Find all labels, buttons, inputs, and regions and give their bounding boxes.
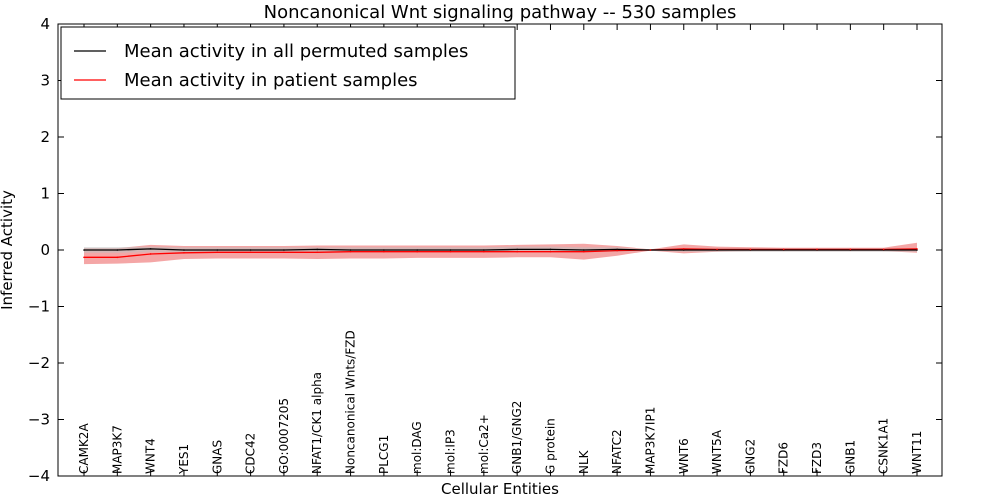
x-category-label: mol:IP3 xyxy=(444,429,458,474)
patient-point xyxy=(916,248,918,250)
y-tick-label: 1 xyxy=(40,185,50,203)
patient-point xyxy=(249,251,252,254)
x-category-label: WNT6 xyxy=(677,438,691,474)
chart-title: Noncanonical Wnt signaling pathway -- 53… xyxy=(264,2,737,23)
x-category-label: NFAT1/CK1 alpha xyxy=(310,372,324,474)
patient-point xyxy=(816,248,818,251)
x-category-label: MAP3K7IP1 xyxy=(643,407,657,474)
patient-point xyxy=(716,248,718,251)
permuted-point xyxy=(316,248,319,251)
x-category-label: FZD6 xyxy=(777,442,791,474)
x-category-label: CSNK1A1 xyxy=(877,418,891,474)
x-category-label: G protein xyxy=(543,418,557,474)
permuted-point xyxy=(149,248,152,250)
patient-point xyxy=(83,256,85,259)
patient-point xyxy=(649,249,652,251)
patient-point xyxy=(283,251,285,254)
patient-band xyxy=(84,242,917,265)
x-category-label: NLK xyxy=(577,449,591,474)
permuted-point xyxy=(583,249,585,251)
permuted-point xyxy=(516,248,518,251)
y-tick-label: 0 xyxy=(40,241,50,259)
patient-point xyxy=(149,253,152,255)
permuted-point xyxy=(83,249,85,251)
permuted-point xyxy=(616,248,618,251)
patient-point xyxy=(749,248,752,251)
x-category-label: YES1 xyxy=(177,444,191,475)
permuted-point xyxy=(249,249,252,251)
x-category-label: CAMK2A xyxy=(77,423,91,474)
permuted-point xyxy=(682,249,685,251)
y-tick-label: 4 xyxy=(40,15,50,33)
permuted-point xyxy=(383,249,385,251)
permuted-point xyxy=(416,249,419,251)
x-category-label: mol:Ca2+ xyxy=(477,414,491,474)
legend-box xyxy=(60,26,516,100)
x-category-label: WNT11 xyxy=(910,431,924,474)
patient-point xyxy=(316,251,319,254)
patient-point xyxy=(549,250,552,253)
y-tick-label: −4 xyxy=(28,467,50,485)
x-category-label: PLCG1 xyxy=(377,435,391,474)
patient-point xyxy=(516,250,518,253)
patient-point xyxy=(216,251,219,254)
patient-point xyxy=(483,250,485,253)
patient-point xyxy=(616,249,618,252)
y-tick-label: −1 xyxy=(28,298,50,316)
x-category-label: mol:DAG xyxy=(410,421,424,474)
permuted-point xyxy=(116,249,119,251)
x-category-label: GO:0007205 xyxy=(277,398,291,474)
patient-point xyxy=(449,250,452,253)
permuted-point xyxy=(283,249,285,251)
x-category-label: WNT5A xyxy=(710,429,724,474)
x-category-label: Noncanonical Wnts/FZD xyxy=(344,330,358,474)
patient-point xyxy=(116,256,119,259)
x-category-label: MAP3K7 xyxy=(110,425,124,474)
legend-label-patient: Mean activity in patient samples xyxy=(124,70,418,91)
patient-point xyxy=(383,250,385,253)
permuted-point xyxy=(216,249,219,251)
patient-point xyxy=(882,248,885,251)
permuted-point xyxy=(449,249,452,251)
patient-point xyxy=(583,250,585,253)
y-tick-label: −3 xyxy=(28,411,50,429)
patient-point xyxy=(682,248,685,250)
x-category-label: CDC42 xyxy=(244,433,258,474)
y-axis-label: Inferred Activity xyxy=(0,190,16,310)
patient-point xyxy=(849,248,852,251)
y-tick-label: 3 xyxy=(40,72,50,90)
legend: Mean activity in all permuted samples Me… xyxy=(60,26,516,100)
patient-point xyxy=(782,248,785,251)
patient-point xyxy=(349,250,352,253)
legend-label-permuted: Mean activity in all permuted samples xyxy=(124,41,468,62)
permuted-point xyxy=(916,249,918,251)
x-category-label: GNB1/GNG2 xyxy=(510,401,524,474)
permuted-point xyxy=(549,248,552,251)
permuted-point xyxy=(483,249,485,251)
x-axis-label: Cellular Entities xyxy=(441,480,559,498)
x-category-label: GNAS xyxy=(210,440,224,474)
permuted-series-line xyxy=(84,248,917,251)
y-tick-label: −2 xyxy=(28,354,50,372)
plot-frame xyxy=(57,23,943,477)
x-category-label: WNT4 xyxy=(144,438,158,474)
y-tick-label: 2 xyxy=(40,128,50,146)
permuted-point xyxy=(183,249,185,251)
patient-point xyxy=(416,250,419,253)
permuted-point xyxy=(349,249,352,251)
patient-point xyxy=(183,252,185,254)
x-category-label: FZD3 xyxy=(810,442,824,474)
x-category-label: GNB1 xyxy=(843,440,857,474)
x-category-label: GNG2 xyxy=(743,439,757,474)
x-category-label: NFATC2 xyxy=(610,429,624,474)
